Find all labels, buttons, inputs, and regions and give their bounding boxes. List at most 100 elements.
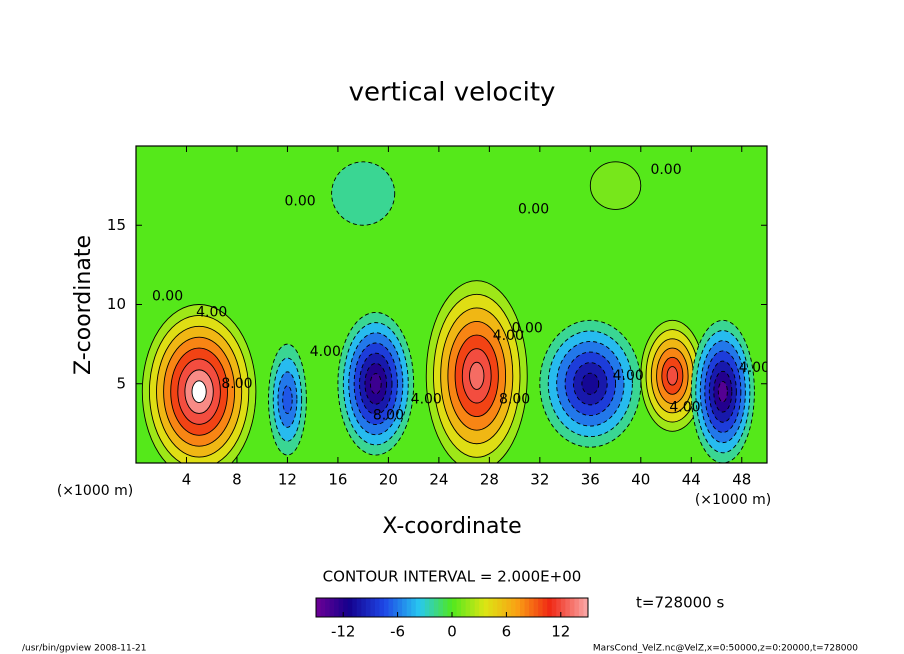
contour-label: 0.00 xyxy=(284,193,315,209)
colorbar-swatch xyxy=(488,598,494,617)
colorbar-swatch xyxy=(320,598,326,617)
y-axis-label: Z-coordinate xyxy=(71,235,96,375)
x-tick-label: 16 xyxy=(328,471,347,489)
contour-label: 8.00 xyxy=(499,392,530,408)
colorbar-swatch xyxy=(520,598,526,617)
colorbar-swatch xyxy=(393,598,399,617)
colorbar-swatch xyxy=(474,598,480,617)
contour-label: 4.00 xyxy=(669,400,700,416)
x-tick-label: 40 xyxy=(631,471,650,489)
colorbar-swatch xyxy=(574,598,580,617)
contour-label: 4.00 xyxy=(411,392,442,408)
colorbar-swatch xyxy=(374,598,380,617)
footer-right: MarsCond_VelZ.nc@VelZ,x=0:50000,z=0:2000… xyxy=(593,644,858,654)
colorbar-swatch xyxy=(352,598,358,617)
contour-label: 4.00 xyxy=(739,360,770,376)
colorbar-swatch xyxy=(429,598,435,617)
contour-label: 8.00 xyxy=(221,376,252,392)
colorbar-swatch xyxy=(442,598,448,617)
x-tick-label: 24 xyxy=(429,471,448,489)
colorbar-swatch xyxy=(338,598,344,617)
colorbar-swatch xyxy=(347,598,353,617)
contour-interval: CONTOUR INTERVAL = 2.000E+00 xyxy=(323,568,582,586)
colorbar-swatch xyxy=(510,598,516,617)
x-unit: (×1000 m) xyxy=(695,492,771,508)
colorbar-swatch xyxy=(415,598,421,617)
colorbar-swatch xyxy=(452,598,458,617)
colorbar-swatch xyxy=(524,598,530,617)
time-label: t=728000 s xyxy=(636,594,724,612)
contour-band xyxy=(589,161,642,210)
colorbar-swatch xyxy=(384,598,390,617)
contour-label: 4.00 xyxy=(493,328,524,344)
x-tick-label: 20 xyxy=(379,471,398,489)
colorbar-swatch xyxy=(515,598,521,617)
x-tick-label: 32 xyxy=(530,471,549,489)
colorbar-swatch xyxy=(433,598,439,617)
contour-label: 0.00 xyxy=(512,320,543,336)
colorbar-swatch xyxy=(565,598,571,617)
colorbar-swatch xyxy=(529,598,535,617)
x-tick-label: 8 xyxy=(232,471,242,489)
colorbar-swatch xyxy=(465,598,471,617)
y-tick-label: 15 xyxy=(107,216,126,234)
colorbar-swatch xyxy=(538,598,544,617)
colorbar-swatch xyxy=(542,598,548,617)
colorbar-tick-label: -6 xyxy=(390,623,405,641)
colorbar-swatch xyxy=(402,598,408,617)
colorbar-swatch xyxy=(325,598,331,617)
colorbar-swatch xyxy=(492,598,498,617)
contour-label: 0.00 xyxy=(518,201,549,217)
x-tick-label: 4 xyxy=(182,471,192,489)
contour-label: 4.00 xyxy=(196,304,227,320)
colorbar-swatch xyxy=(329,598,335,617)
x-tick-label: 44 xyxy=(682,471,701,489)
colorbar-swatch xyxy=(334,598,340,617)
colorbar-swatch xyxy=(370,598,376,617)
contour-label: 4.00 xyxy=(310,344,341,360)
colorbar-swatch xyxy=(483,598,489,617)
colorbar-tick-label: -12 xyxy=(331,623,356,641)
footer-left: /usr/bin/gpview 2008-11-21 xyxy=(22,644,146,654)
colorbar-swatch xyxy=(497,598,503,617)
colorbar-swatch xyxy=(343,598,349,617)
contour-band xyxy=(331,161,396,226)
colorbar-swatch xyxy=(551,598,557,617)
y-tick-label: 10 xyxy=(107,295,126,313)
colorbar-swatch xyxy=(420,598,426,617)
contour-label: 0.00 xyxy=(650,162,681,178)
colorbar-swatch xyxy=(424,598,430,617)
colorbar-swatch xyxy=(361,598,367,617)
colorbar-tick-label: 6 xyxy=(502,623,512,641)
field: 4.000.008.004.008.004.000.008.004.000.00… xyxy=(141,161,770,463)
colorbar-swatch xyxy=(533,598,539,617)
colorbar-swatch xyxy=(447,598,453,617)
colorbar-swatch xyxy=(461,598,467,617)
contour-band xyxy=(282,385,293,414)
colorbar-swatch xyxy=(438,598,444,617)
y-tick-label: 5 xyxy=(116,374,126,392)
colorbar-swatch xyxy=(411,598,417,617)
colorbar-tick-label: 12 xyxy=(551,623,570,641)
colorbar-swatch xyxy=(506,598,512,617)
contour-band xyxy=(666,366,679,386)
colorbar-swatch xyxy=(356,598,362,617)
colorbar-swatch xyxy=(547,598,553,617)
colorbar: -12 -6 0 6 12 xyxy=(315,597,589,641)
colorbar-swatch xyxy=(365,598,371,617)
contour-band xyxy=(717,381,728,403)
contour-label: 4.00 xyxy=(613,368,644,384)
colorbar-swatch xyxy=(379,598,385,617)
x-tick-label: 48 xyxy=(732,471,751,489)
colorbar-tick-label: 0 xyxy=(447,623,457,641)
colorbar-swatch xyxy=(470,598,476,617)
colorbar-swatch xyxy=(406,598,412,617)
contour-label: 8.00 xyxy=(373,407,404,423)
contour-band xyxy=(191,380,207,404)
y-unit: (×1000 m) xyxy=(57,483,133,499)
contour-label: 0.00 xyxy=(152,289,183,305)
chart-title: vertical velocity xyxy=(349,78,556,108)
colorbar-swatch xyxy=(397,598,403,617)
colorbar-swatch xyxy=(556,598,562,617)
